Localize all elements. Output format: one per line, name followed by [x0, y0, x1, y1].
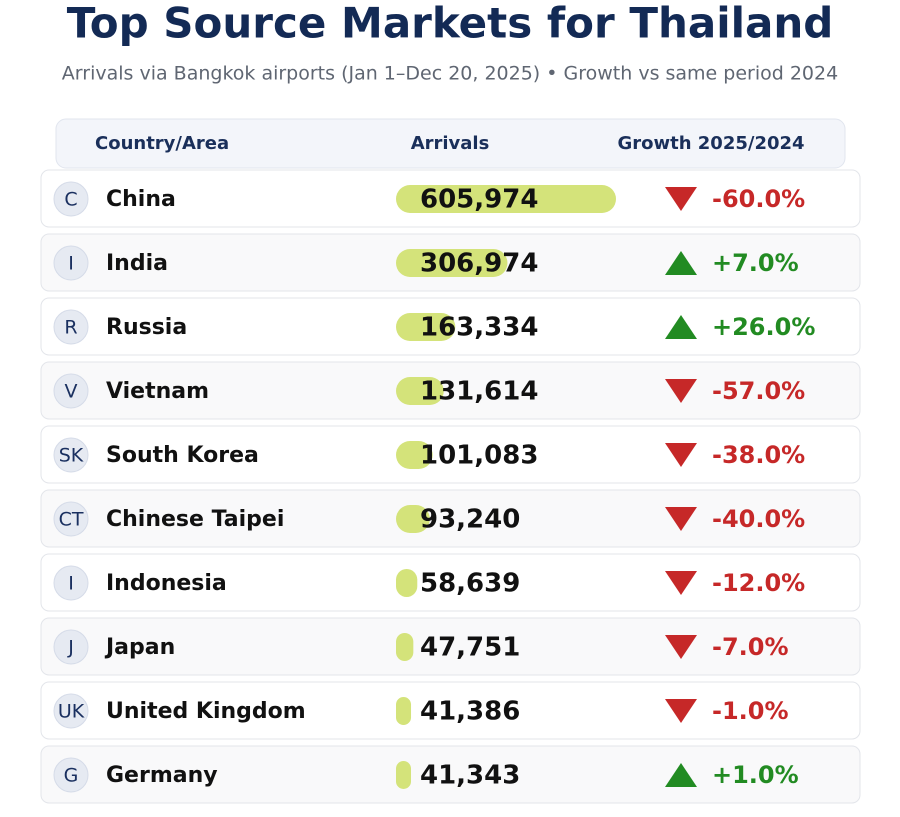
header-box — [55, 118, 846, 169]
initial-badge — [53, 309, 89, 345]
value-label: 101,083 — [420, 441, 538, 471]
value-label: 58,639 — [420, 569, 520, 599]
initial-badge — [53, 181, 89, 217]
initials: UK — [58, 701, 85, 723]
bar — [396, 697, 412, 725]
country-name: Japan — [104, 635, 175, 660]
growth-arrow-down — [665, 187, 697, 211]
growth-arrow-down — [665, 699, 697, 723]
initial-badge — [53, 437, 89, 473]
value-label: 47,751 — [420, 633, 520, 663]
country-name: Russia — [106, 315, 187, 340]
growth-label: +7.0% — [712, 249, 799, 277]
country-name: South Korea — [106, 443, 259, 468]
chart-subtitle: Arrivals via Bangkok airports (Jan 1–Dec… — [62, 63, 838, 85]
growth-arrow-up — [665, 315, 697, 339]
initials: R — [64, 317, 77, 339]
column-header: Arrivals — [411, 133, 490, 154]
bar — [396, 249, 508, 277]
row-box — [40, 745, 861, 804]
growth-label: -7.0% — [712, 633, 789, 661]
growth-label: -40.0% — [712, 505, 805, 533]
country-name: Germany — [106, 763, 218, 788]
growth-arrow-up — [665, 763, 697, 787]
value-label: 41,386 — [420, 697, 520, 727]
initial-badge — [53, 565, 89, 601]
value-label: 131,614 — [420, 377, 538, 407]
initials: CT — [59, 509, 84, 531]
country-name: Vietnam — [106, 379, 209, 404]
growth-arrow-down — [665, 443, 697, 467]
bar — [396, 377, 444, 405]
initial-badge — [53, 245, 89, 281]
row-box — [40, 425, 861, 484]
bar — [396, 505, 430, 533]
value-label: 605,974 — [420, 185, 538, 215]
bar — [396, 313, 456, 341]
row-box — [40, 617, 861, 676]
initials: J — [67, 637, 74, 659]
initials: I — [68, 253, 74, 275]
initial-badge — [53, 757, 89, 793]
value-label: 163,334 — [420, 313, 538, 343]
bar — [396, 633, 414, 661]
growth-arrow-down — [665, 635, 697, 659]
value-label: 41,343 — [420, 761, 520, 791]
growth-label: -12.0% — [712, 569, 805, 597]
bar — [396, 441, 433, 469]
country-name: China — [106, 187, 176, 212]
growth-arrow-up — [665, 251, 697, 275]
growth-label: +1.0% — [712, 761, 799, 789]
growth-label: -38.0% — [712, 441, 805, 469]
country-name: India — [106, 251, 168, 276]
initials: C — [64, 189, 77, 211]
bar — [396, 761, 412, 789]
growth-arrow-down — [665, 571, 697, 595]
initial-badge — [53, 501, 89, 537]
rows: C China 605,974 -60.0% I India 306,974 +7.0% R Ru… — [40, 169, 861, 804]
chart-title: Top Source Markets for Thailand — [67, 0, 834, 48]
growth-arrow-down — [665, 379, 697, 403]
column-header: Country/Area — [95, 133, 229, 154]
growth-arrow-down — [665, 507, 697, 531]
row-box — [40, 489, 861, 548]
initial-badge — [53, 693, 89, 729]
country-name: United Kingdom — [106, 699, 306, 724]
country-name: Indonesia — [106, 571, 227, 596]
growth-label: +26.0% — [712, 313, 815, 341]
bar — [396, 185, 616, 213]
initials: G — [64, 765, 79, 787]
initials: I — [68, 573, 74, 595]
row-box — [40, 361, 861, 420]
initials: SK — [59, 445, 84, 467]
bar — [396, 569, 418, 597]
country-name: Chinese Taipei — [106, 507, 284, 532]
initial-badge — [53, 629, 89, 665]
growth-label: -60.0% — [712, 185, 805, 213]
initial-badge — [53, 373, 89, 409]
column-header: Growth 2025/2024 — [617, 133, 804, 154]
growth-label: -57.0% — [712, 377, 805, 405]
initials: V — [65, 381, 78, 403]
value-label: 93,240 — [420, 505, 520, 535]
row-box — [40, 553, 861, 612]
row-box — [40, 681, 861, 740]
value-label: 306,974 — [420, 249, 538, 279]
growth-label: -1.0% — [712, 697, 789, 725]
